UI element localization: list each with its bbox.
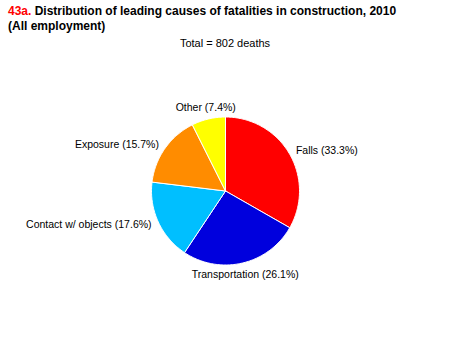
- html-text:Total = 802 deaths: Total = 802 deaths: [179, 37, 271, 49]
- html-text:43a. Distribution of leading c: 43a. Distribution of leading causes of f…: [8, 4, 397, 33]
- svg-text:Falls (33.3%): Falls (33.3%): [296, 144, 358, 156]
- svg-text:Exposure (15.7%): Exposure (15.7%): [75, 137, 159, 149]
- svg-text:Other (7.4%): Other (7.4%): [176, 101, 236, 113]
- svg-text:Contact w/ objects (17.6%): Contact w/ objects (17.6%): [26, 218, 151, 230]
- svg-text:Transportation (26.1%): Transportation (26.1%): [192, 268, 299, 280]
